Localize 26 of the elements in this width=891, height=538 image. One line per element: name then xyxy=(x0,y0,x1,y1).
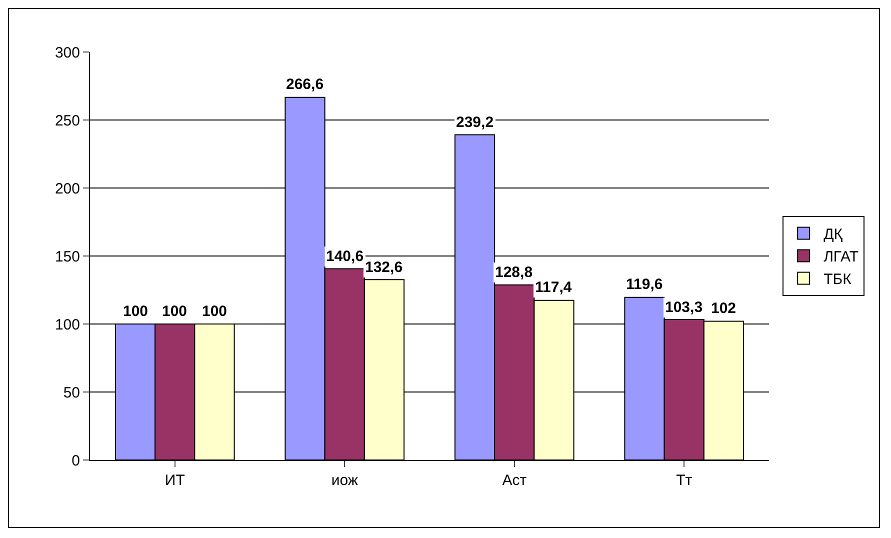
y-tick-label: 100 xyxy=(54,316,80,334)
y-tick-label: 200 xyxy=(54,180,80,198)
y-tick-label: 0 xyxy=(72,452,80,470)
data-label: 100 xyxy=(123,303,148,320)
legend-label: ЛГАТ xyxy=(824,248,859,266)
data-label: 100 xyxy=(162,303,188,320)
y-tick-label: 50 xyxy=(63,384,80,402)
y-tick-label: 300 xyxy=(54,44,80,62)
y-tick-label: 150 xyxy=(54,248,80,266)
data-label: 140,6 xyxy=(326,248,364,265)
data-label: 117,4 xyxy=(535,279,572,296)
legend-label: ДҚ xyxy=(824,226,843,244)
y-tick-label: 250 xyxy=(54,112,80,130)
data-label: 128,8 xyxy=(495,264,533,281)
data-label: 102 xyxy=(711,300,736,317)
legend-label: ТБК xyxy=(824,271,852,288)
data-label: 266,6 xyxy=(286,76,324,93)
data-label: 103,3 xyxy=(665,299,703,316)
x-tick-label: ИТ xyxy=(164,472,185,489)
data-label: 100 xyxy=(202,303,228,320)
data-label: 119,6 xyxy=(626,276,663,293)
data-label: 239,2 xyxy=(456,114,494,131)
x-tick-label: Тт xyxy=(676,472,692,489)
x-tick-label: Аст xyxy=(502,472,527,489)
data-label: 132,6 xyxy=(365,259,403,276)
x-tick-label: иож xyxy=(331,472,358,489)
